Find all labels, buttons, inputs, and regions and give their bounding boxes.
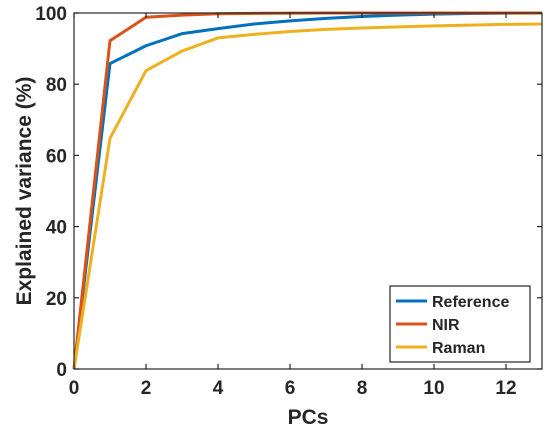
axis-tick-labels: 0 2 4 6 8 10 12 0 20 40 60 80 100 [35,4,516,399]
y-tick-label: 40 [46,218,67,239]
axis-ticks [73,12,542,370]
legend: Reference NIR Raman [389,285,531,363]
x-tick-label: 10 [423,378,444,399]
x-tick-label: 12 [495,378,516,399]
x-tick-label: 0 [69,378,80,399]
x-axis-label: PCs [288,406,329,429]
x-tick-label: 8 [357,378,368,399]
series-line-raman [72,22,543,370]
y-tick-label: 20 [46,289,67,310]
legend-label-reference: Reference [432,294,509,311]
x-tick-label: 4 [213,378,224,399]
y-tick-label: 100 [35,4,67,25]
legend-label-nir: NIR [432,317,460,334]
y-axis-label: Explained variance (%) [13,77,36,306]
legend-label-raman: Raman [432,340,485,357]
x-tick-label: 6 [285,378,296,399]
y-tick-label: 0 [56,360,67,381]
x-tick-label: 2 [141,378,152,399]
plot-area-frame [73,12,543,370]
y-tick-label: 80 [46,75,67,96]
y-tick-label: 60 [46,146,67,167]
